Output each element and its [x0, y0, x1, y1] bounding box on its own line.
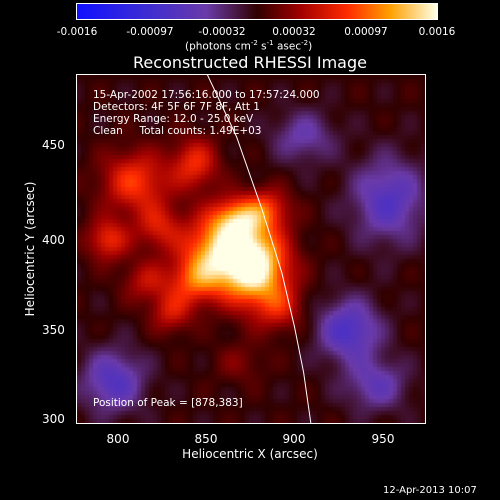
heatmap-plot: 15-Apr-2002 17:56:16.000 to 17:57:24.000…	[76, 74, 426, 424]
limb-curve-layer	[207, 75, 312, 423]
x-tick-label: 900	[282, 432, 306, 446]
y-tick-label: 400	[42, 233, 65, 247]
colorbar-tick: 0.0016	[418, 26, 456, 38]
y-tick-label: 300	[42, 412, 65, 426]
colorbar-tick: 0.00032	[272, 26, 316, 38]
solar-limb-line	[207, 75, 312, 423]
energy-range-label: Energy Range: 12.0 - 25.0 keV	[93, 113, 254, 125]
x-axis-label: Heliocentric X (arcsec)	[182, 447, 318, 461]
detectors-label: Detectors: 4F 5F 6F 7F 8F, Att 1	[93, 101, 260, 113]
x-tick-label: 800	[106, 432, 130, 446]
time-range-label: 15-Apr-2002 17:56:16.000 to 17:57:24.000	[93, 89, 320, 101]
x-tick-label: 950	[371, 432, 395, 446]
heatmap-canvas	[77, 75, 425, 423]
x-tick-label: 850	[194, 432, 218, 446]
chart-title: Reconstructed RHESSI Image	[133, 53, 367, 72]
colorbar	[76, 3, 438, 20]
y-axis-label: Heliocentric Y (arcsec)	[23, 181, 37, 317]
y-tick-label: 450	[42, 138, 65, 152]
total-counts-label: Clean Total counts: 1.49E+03	[93, 125, 262, 137]
colorbar-units: (photons cm-2 s-1 asec-2)	[185, 39, 313, 53]
colorbar-tick: 0.00097	[344, 26, 388, 38]
y-tick-label: 350	[42, 323, 65, 337]
date-stamp: 12-Apr-2013 10:07	[383, 485, 477, 496]
colorbar-tick: -0.00032	[198, 26, 246, 38]
colorbar-tick: -0.0016	[56, 26, 98, 38]
peak-position-label: Position of Peak = [878,383]	[93, 397, 243, 409]
colorbar-tick: -0.00097	[126, 26, 174, 38]
